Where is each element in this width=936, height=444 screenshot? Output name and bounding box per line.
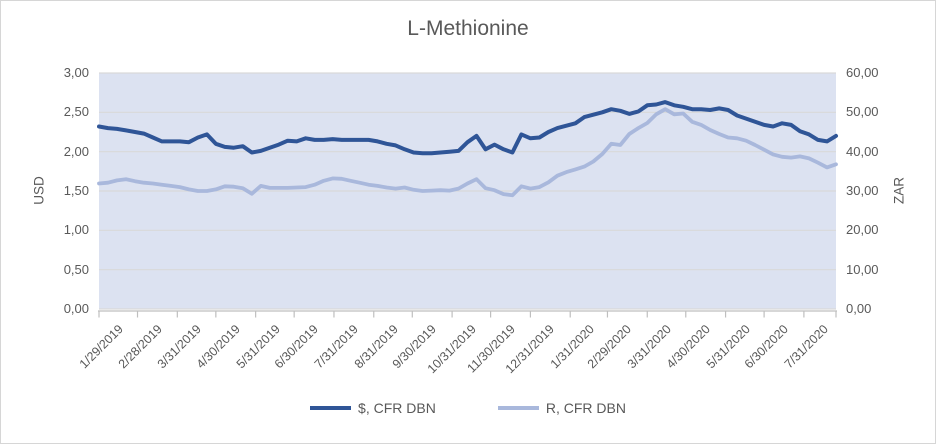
- left-axis-tick-label: 1,00: [63, 222, 89, 238]
- left-axis-tick-label: 2,00: [63, 143, 89, 159]
- zar-series-line-swatch: [497, 406, 539, 410]
- series-line-r-cfr-dbn: [97, 107, 838, 198]
- series-line--cfr-dbn: [97, 100, 838, 156]
- left-axis-tick-label: 2,50: [63, 104, 89, 120]
- right-axis-tick-label: 10,00: [846, 261, 879, 277]
- right-axis-title: ZAR: [891, 177, 907, 204]
- legend-label-zar: R, CFR DBN: [545, 400, 626, 416]
- legend-label-usd: $, CFR DBN: [358, 400, 436, 416]
- right-axis-tick-label: 40,00: [846, 143, 879, 159]
- right-axis-tick-label: 20,00: [846, 222, 879, 238]
- left-axis-tick-label: 0,50: [63, 261, 89, 277]
- legend: $, CFR DBN R, CFR DBN: [1, 400, 935, 416]
- left-axis-tick-label: 3,00: [63, 65, 89, 80]
- usd-series-line-swatch: [310, 406, 352, 410]
- right-axis-tick-label: 30,00: [846, 183, 879, 198]
- chart-title: L-Methionine: [407, 17, 529, 40]
- legend-item-zar: R, CFR DBN: [497, 400, 626, 416]
- legend-item-usd: $, CFR DBN: [310, 400, 436, 416]
- left-axis-tick-label: 0,00: [63, 301, 89, 316]
- left-axis-tick-label: 1,50: [63, 183, 89, 198]
- left-axis-title: USD: [31, 176, 47, 205]
- right-axis-tick-label: 50,00: [846, 104, 879, 120]
- right-axis-tick-label: 0,00: [846, 301, 872, 316]
- right-axis-tick-label: 60,00: [846, 65, 879, 80]
